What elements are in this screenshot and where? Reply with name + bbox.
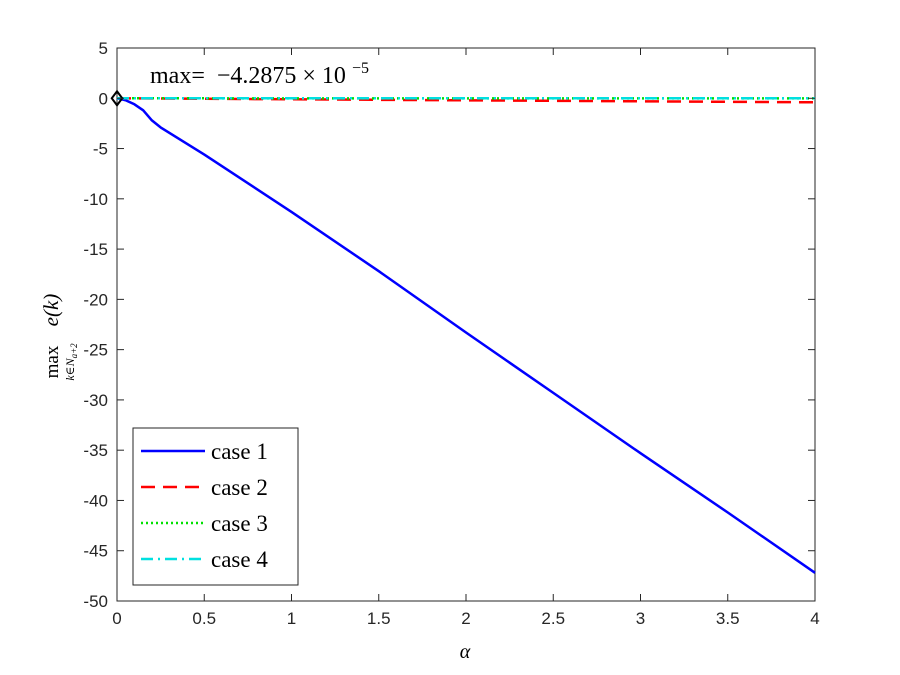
y-axis-label-operator: max [42, 345, 63, 378]
y-tick-label: -50 [83, 592, 108, 611]
max-annotation-exponent: −5 [352, 60, 369, 77]
max-annotation-prefix: max= [150, 63, 205, 89]
legend: case 1 case 2 case 3 case 4 [132, 427, 299, 586]
y-tick-label: -15 [83, 240, 108, 259]
x-tick-label: 1.5 [367, 609, 391, 628]
x-tick-label: 2.5 [541, 609, 565, 628]
y-tick-label: -30 [83, 391, 108, 410]
legend-label-case-3: case 3 [211, 511, 268, 536]
y-tick-label: -10 [83, 190, 108, 209]
x-tick-label: 0 [112, 609, 121, 628]
series-line-case-1 [116, 97, 816, 574]
x-tick-label: 0.5 [192, 609, 216, 628]
y-axis-label-body: e(k) [39, 294, 63, 327]
x-tick-label: 3 [636, 609, 645, 628]
legend-label-case-4: case 4 [211, 547, 268, 572]
y-tick-label: 5 [99, 39, 108, 58]
y-tick-label: -45 [83, 542, 108, 561]
x-tick-label: 3.5 [716, 609, 740, 628]
y-tick-label: -40 [83, 491, 108, 510]
y-tick-label: 0 [99, 89, 108, 108]
legend-label-case-2: case 2 [211, 475, 268, 500]
y-tick-label: -35 [83, 441, 108, 460]
legend-label-case-1: case 1 [211, 439, 268, 464]
plot-area [110, 47, 816, 602]
max-annotation: max= −4.2875 × 10 −5 [150, 60, 369, 89]
y-axis-label-subscript-index: a+2 [69, 343, 79, 359]
y-axis-label-subscript: k∈Na+2 [63, 343, 79, 381]
x-tick-label: 4 [810, 609, 819, 628]
y-tick-label: -5 [93, 140, 108, 159]
legend-box [132, 427, 299, 586]
max-marker-diamond [110, 89, 124, 107]
y-axis-label-subscript-k: k∈N [63, 357, 77, 380]
y-axis-label: max k∈Na+2 e(k) [39, 294, 79, 381]
x-tick-label: 1 [287, 609, 296, 628]
x-axis-label: α [460, 641, 471, 663]
y-tick-label: -20 [83, 290, 108, 309]
max-annotation-value: −4.2875 × 10 [217, 63, 346, 89]
y-tick-label: -25 [83, 341, 108, 360]
axes-ticks: 0 0.5 1 1.5 2 2.5 3 3.5 4 5 0 -5 -10 -15 -20 -25 -30 -35 -… [83, 39, 819, 628]
x-tick-label: 2 [461, 609, 470, 628]
